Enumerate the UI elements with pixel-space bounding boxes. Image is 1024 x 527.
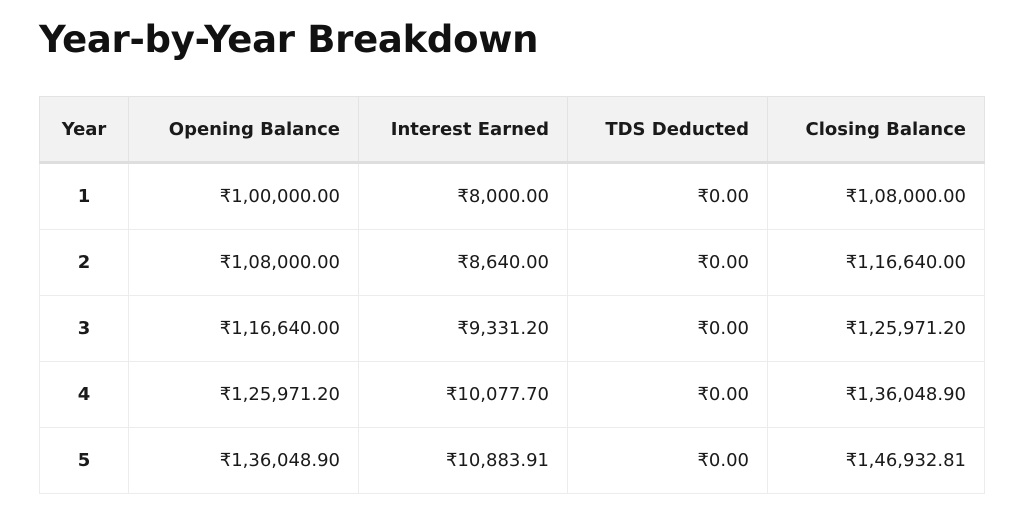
header-closing-balance: Closing Balance [767,96,985,164]
opening-balance-cell: ₹1,25,971.20 [128,361,359,428]
table-row: 1 ₹1,00,000.00 ₹8,000.00 ₹0.00 ₹1,08,000… [39,162,985,230]
header-opening-balance: Opening Balance [128,96,359,164]
interest-earned-cell: ₹8,000.00 [358,162,568,230]
table-row: 2 ₹1,08,000.00 ₹8,640.00 ₹0.00 ₹1,16,640… [39,229,985,296]
year-cell: 4 [39,361,129,428]
year-cell: 5 [39,427,129,494]
opening-balance-cell: ₹1,08,000.00 [128,229,359,296]
table-body: 1 ₹1,00,000.00 ₹8,000.00 ₹0.00 ₹1,08,000… [39,162,985,494]
opening-balance-cell: ₹1,00,000.00 [128,162,359,230]
opening-balance-cell: ₹1,36,048.90 [128,427,359,494]
closing-balance-cell: ₹1,08,000.00 [767,162,985,230]
closing-balance-cell: ₹1,16,640.00 [767,229,985,296]
interest-earned-cell: ₹8,640.00 [358,229,568,296]
table-row: 4 ₹1,25,971.20 ₹10,077.70 ₹0.00 ₹1,36,04… [39,361,985,428]
year-breakdown-table: Year Opening Balance Interest Earned TDS… [39,96,985,494]
tds-deducted-cell: ₹0.00 [567,427,768,494]
interest-earned-cell: ₹9,331.20 [358,295,568,362]
closing-balance-cell: ₹1,36,048.90 [767,361,985,428]
page-title: Year-by-Year Breakdown [39,18,539,61]
header-tds-deducted: TDS Deducted [567,96,768,164]
opening-balance-cell: ₹1,16,640.00 [128,295,359,362]
interest-earned-cell: ₹10,883.91 [358,427,568,494]
interest-earned-cell: ₹10,077.70 [358,361,568,428]
closing-balance-cell: ₹1,46,932.81 [767,427,985,494]
table-row: 5 ₹1,36,048.90 ₹10,883.91 ₹0.00 ₹1,46,93… [39,427,985,494]
header-row: Year Opening Balance Interest Earned TDS… [39,96,985,164]
closing-balance-cell: ₹1,25,971.20 [767,295,985,362]
header-year: Year [39,96,129,164]
table-row: 3 ₹1,16,640.00 ₹9,331.20 ₹0.00 ₹1,25,971… [39,295,985,362]
year-cell: 1 [39,162,129,230]
tds-deducted-cell: ₹0.00 [567,295,768,362]
year-cell: 2 [39,229,129,296]
tds-deducted-cell: ₹0.00 [567,162,768,230]
year-cell: 3 [39,295,129,362]
tds-deducted-cell: ₹0.00 [567,361,768,428]
tds-deducted-cell: ₹0.00 [567,229,768,296]
header-interest-earned: Interest Earned [358,96,568,164]
table-header: Year Opening Balance Interest Earned TDS… [39,96,985,164]
